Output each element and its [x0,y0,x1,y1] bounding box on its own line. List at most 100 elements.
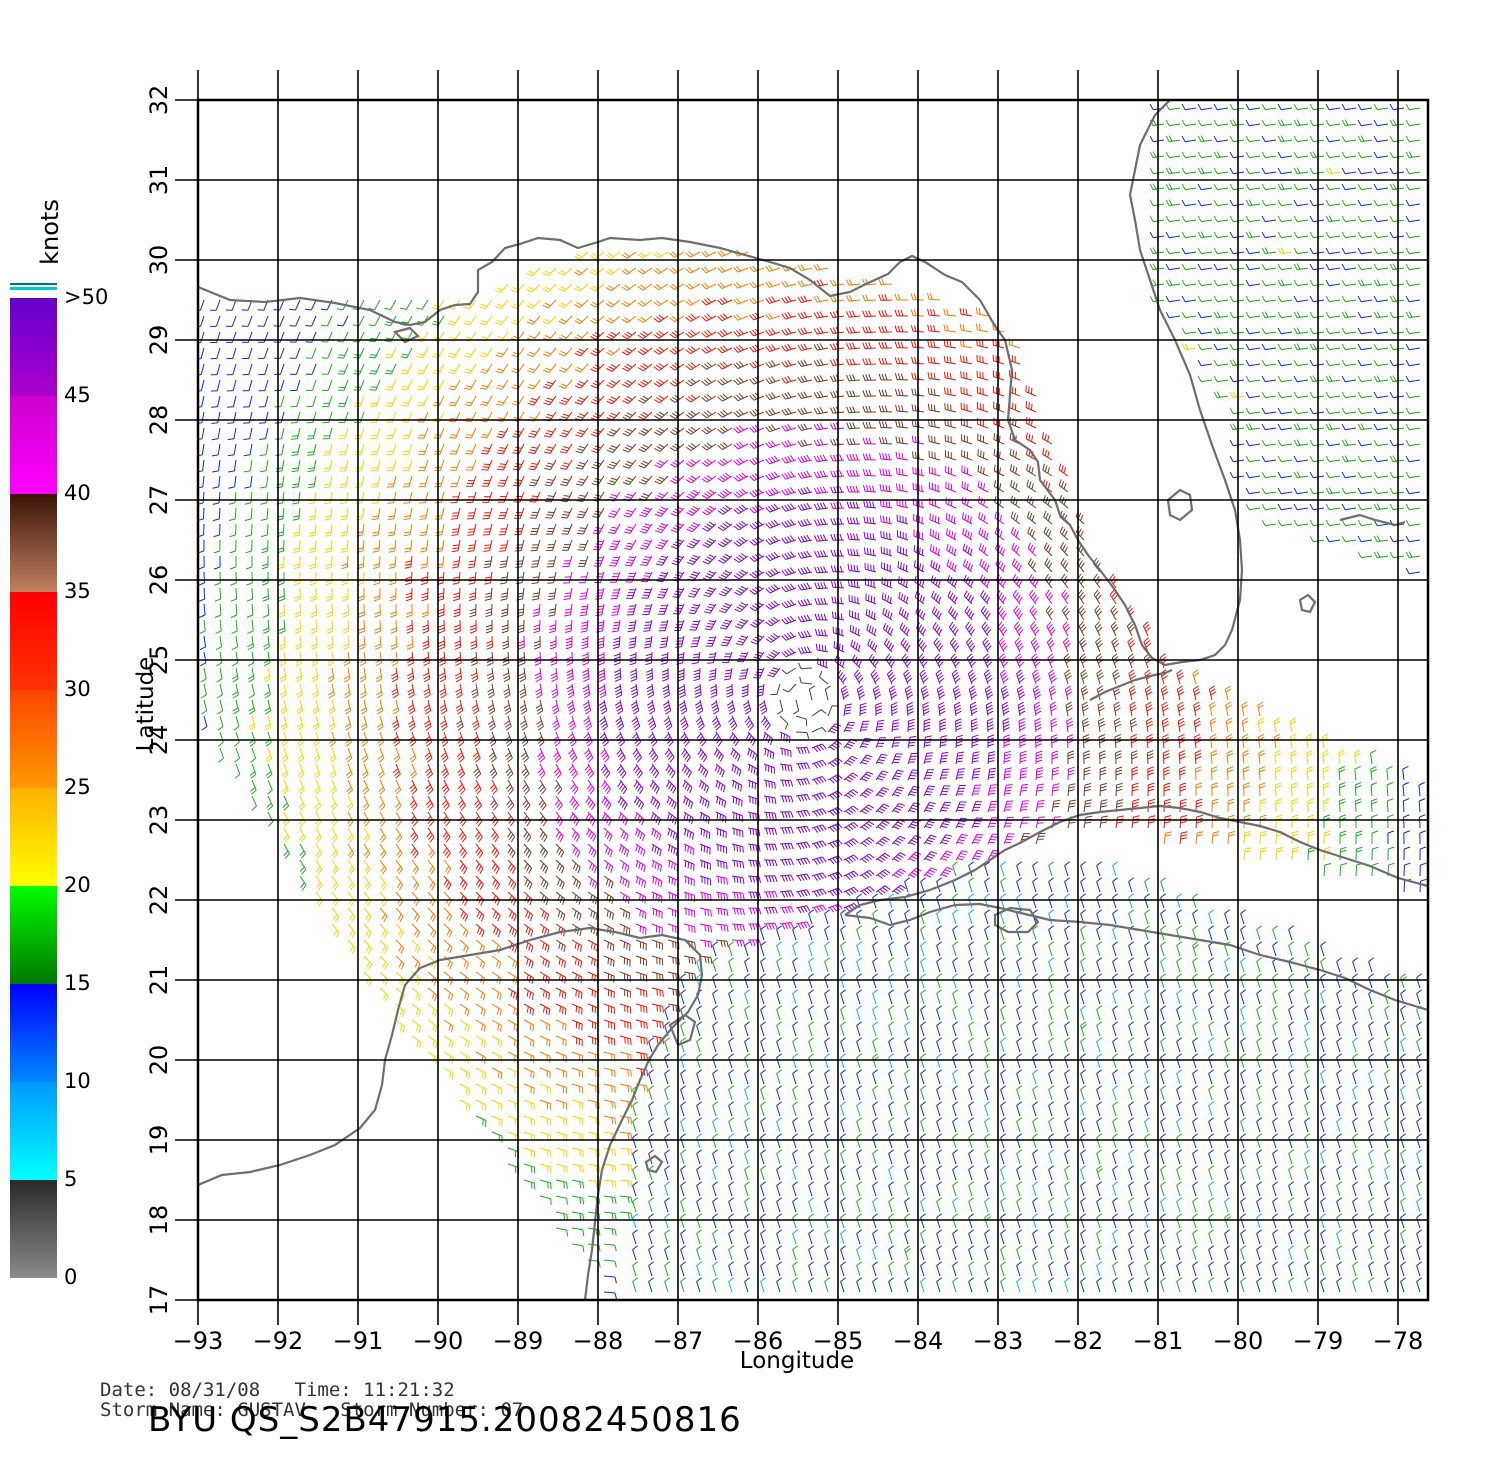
wind-barb [830,327,844,334]
wind-barb [659,620,668,631]
wind-barb [796,922,810,929]
wind-barb [745,1214,750,1228]
wind-barb [1390,280,1404,286]
wind-barb [1321,1182,1326,1196]
lon-tick-label: −90 [413,1327,464,1355]
wind-barb [944,309,956,317]
wind-barb [412,1020,421,1033]
wind-barb [1417,1262,1422,1276]
wind-barb [633,1278,638,1292]
wind-barb [1230,392,1244,398]
wind-barb [492,956,501,969]
wind-barb [1246,408,1260,414]
wind-barb [554,764,561,778]
wind-barb [410,748,416,762]
wind-barb [556,924,565,936]
wind-barb [953,686,961,700]
wind-barb [1246,344,1260,350]
wind-barb [1262,312,1276,318]
wind-barb [202,716,207,730]
wind-barb [1052,800,1060,812]
wind-barb [899,592,908,604]
wind-barb [566,636,572,649]
wind-barb [604,1116,616,1125]
wind-barb [1161,942,1166,956]
wind-barb [1390,424,1404,430]
wind-barb [985,1038,990,1052]
wind-barb [348,924,355,938]
wind-barb [686,476,700,483]
wind-barb [841,1278,846,1292]
wind-barb [540,1148,551,1157]
wind-barb [712,716,720,730]
wind-barb [1001,1134,1006,1148]
wind-barb [1001,1246,1006,1260]
wind-barb [1310,200,1324,206]
wind-barb [905,1118,910,1132]
wind-barb [1374,440,1388,446]
wind-barb [1342,248,1356,254]
wind-barb [435,508,444,519]
wind-barb [860,703,867,716]
wind-barb [476,972,485,985]
wind-barb [481,428,492,438]
wind-barb [1385,1134,1390,1148]
wind-barb [1049,1070,1054,1084]
wind-barb [1262,136,1276,142]
wind-barb [249,700,255,714]
wind-barb [793,1054,798,1068]
wind-barb [947,560,956,572]
wind-barb [697,1198,702,1212]
wind-barb [1403,783,1409,797]
wind-barb [213,492,220,504]
wind-barb [816,629,829,636]
wind-barb [387,492,396,503]
wind-barb [308,492,316,504]
wind-barb [1065,1230,1070,1244]
wind-barb [766,601,780,610]
wind-barb [1406,152,1420,158]
wind-barb [1342,232,1356,238]
wind-barb [1001,894,1006,908]
wind-barb [394,748,400,762]
wind-barbs [194,104,1427,1299]
wind-barb [1020,801,1029,812]
wind-barb [1081,1038,1086,1052]
wind-barb [1016,654,1024,668]
wind-barb [1278,232,1292,238]
wind-barb [1273,1102,1278,1116]
wind-barb [766,313,780,319]
wind-barb [588,876,597,889]
wind-barb [1342,168,1356,174]
wind-barb [524,972,533,984]
wind-barb [1321,1150,1326,1164]
wind-barb [1061,558,1068,572]
wind-barb [622,348,636,355]
wind-barb [1081,1102,1086,1116]
wind-barb [379,780,385,794]
wind-barb [540,972,550,984]
wind-barb [1214,248,1228,254]
wind-barb [572,1068,583,1078]
wind-barb [1115,735,1121,749]
wind-barb [617,748,626,762]
wind-barb [857,1246,862,1260]
wind-barb [348,828,354,842]
wind-barb [969,1278,974,1292]
wind-barb [984,654,992,668]
wind-barb [401,364,412,374]
wind-barb [892,787,904,796]
wind-barb [767,668,780,677]
wind-barb [358,604,364,617]
wind-barb [296,684,302,698]
wind-barb [1130,718,1137,732]
wind-barb [602,812,611,826]
wind-barb [844,756,857,765]
wind-barb [1337,990,1342,1004]
wind-barb [1321,974,1326,988]
wind-barb [1001,878,1006,892]
wind-barb [229,492,236,504]
wind-barb [793,1262,798,1276]
wind-barb [1257,1006,1262,1020]
wind-barb [524,1148,535,1158]
